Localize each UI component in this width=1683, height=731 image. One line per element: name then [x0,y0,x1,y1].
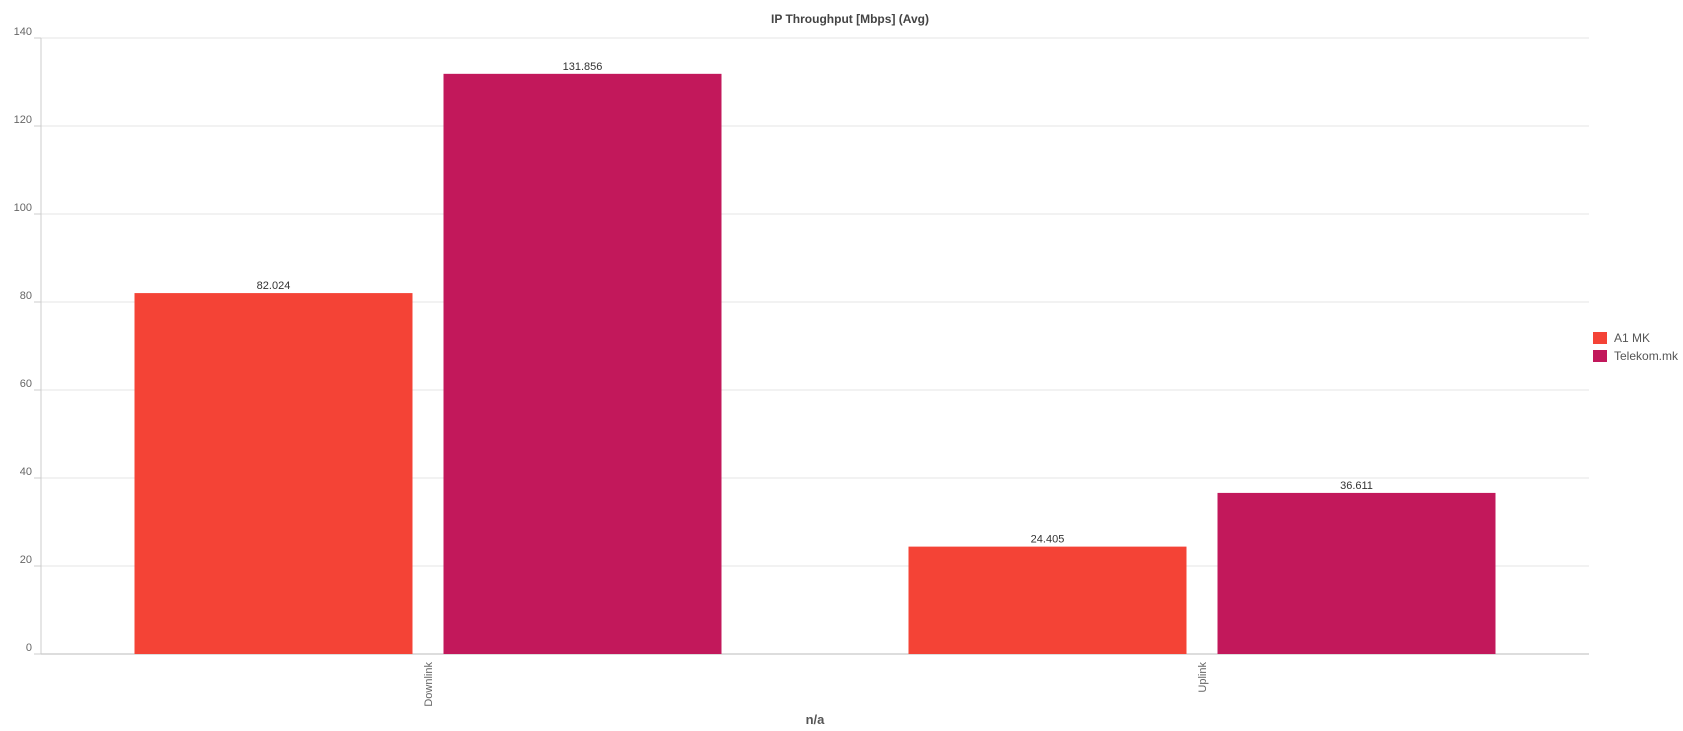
x-tick-label: Uplink [1197,662,1209,693]
legend-label: A1 MK [1614,331,1651,345]
legend: A1 MK Telekom.mk [1593,329,1678,365]
x-axis: Downlink Uplink [423,662,1209,707]
bar-a1-mk-uplink[interactable] [908,546,1187,654]
bar-telekom-mk-downlink[interactable] [443,73,722,654]
y-tick-label: 60 [20,378,32,390]
chart-title: IP Throughput [Mbps] (Avg) [771,12,929,26]
x-tick-label: Downlink [423,662,435,707]
data-label: 131.856 [563,61,603,73]
data-label: 82.024 [257,280,291,292]
x-axis-title: n/a [806,712,826,726]
bars: 82.024 131.856 24.405 36.611 [134,61,1496,654]
legend-item[interactable]: A1 MK [1593,329,1678,347]
bar-telekom-mk-uplink[interactable] [1217,492,1496,654]
y-axis: 0 20 40 60 80 100 120 140 [14,26,42,655]
legend-swatch [1593,332,1607,344]
y-tick-label: 80 [20,290,32,302]
y-tick-label: 100 [14,202,32,214]
y-tick-label: 40 [20,466,32,478]
data-label: 24.405 [1031,534,1065,546]
legend-item[interactable]: Telekom.mk [1593,347,1678,365]
legend-swatch [1593,350,1607,362]
y-tick-label: 140 [14,26,32,38]
y-tick-label: 120 [14,114,32,126]
legend-label: Telekom.mk [1614,349,1679,363]
y-tick-label: 0 [26,642,32,654]
data-label: 36.611 [1340,480,1373,492]
bar-a1-mk-downlink[interactable] [134,293,413,654]
y-tick-label: 20 [20,554,32,566]
